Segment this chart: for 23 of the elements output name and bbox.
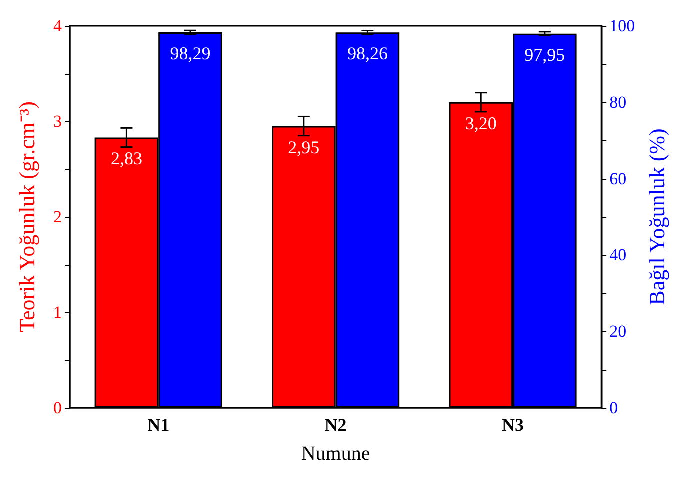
y-tick-label: 3 [54,112,62,131]
data-label: 98,29 [170,44,211,64]
y2-tick-label: 0 [610,398,618,418]
y2-tick-label: 100 [610,16,636,36]
data-label: 2,83 [110,148,142,169]
y-tick-label: 2 [54,208,62,226]
y2-tick-label: 80 [610,92,627,112]
x-axis-title: Numune [301,443,370,465]
data-label: 3,20 [465,113,497,134]
x-tick-label: N3 [502,415,524,435]
y-tick-label: 4 [54,16,62,36]
data-label: 2,95 [288,137,320,158]
y2-tick-label: 60 [610,169,627,188]
x-tick-label: N2 [324,415,347,435]
data-label: 98,26 [347,44,388,64]
data-label: 97,95 [524,44,566,65]
y-axis-title: Teorik Yoğunluk (gr.cm⁻³) [14,102,40,332]
y2-axis-title: Bağıl Yoğunluk (%) [644,128,670,306]
x-tick-label: N1 [148,415,170,435]
y2-tick-label: 20 [610,322,627,342]
y-tick-label: 1 [54,303,62,322]
y-tick-label: 0 [54,398,62,418]
y2-tick-label: 40 [610,246,627,265]
